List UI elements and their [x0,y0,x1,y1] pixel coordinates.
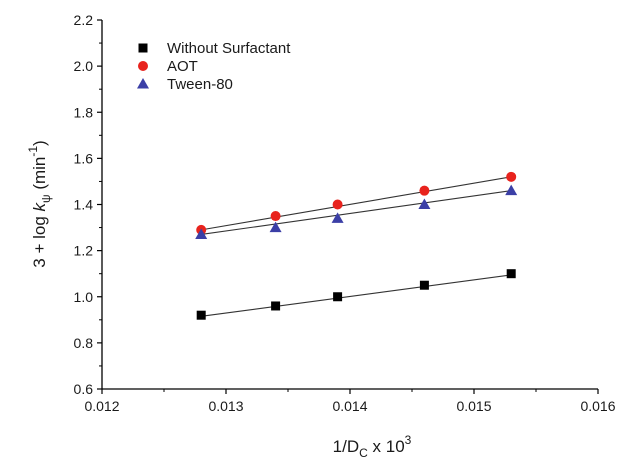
legend-marker-tween-80 [137,78,149,89]
y-tick-label: 1.4 [74,197,94,213]
point-aot [332,199,343,210]
point-without-surfactant [419,280,429,290]
x-tick-label: 0.015 [456,398,491,414]
legend-label-without-surfactant: Without Surfactant [167,40,291,57]
legend-marker-aot [138,61,148,71]
x-axis-title: 1/DC x 103 [333,433,412,459]
x-tick-label: 0.013 [208,398,243,414]
x-axis-ticks: 0.012 0.013 0.014 0.015 0.016 [84,389,616,414]
y-tick-label: 2.0 [74,58,94,74]
y-axis-title: 3 + log kψ (min-1) [26,140,53,267]
point-tween-80 [195,228,208,239]
point-tween-80 [418,198,431,209]
point-tween-80 [505,184,518,196]
point-aot [270,211,281,222]
y-tick-label: 1.6 [74,150,94,166]
legend-label-tween-80: Tween-80 [167,76,233,93]
fit-lines [201,176,512,317]
fit-line-tween-80 [201,190,512,236]
y-tick-label: 0.8 [74,335,94,351]
point-aot [419,185,430,196]
point-without-surfactant [271,301,281,311]
point-without-surfactant [506,269,516,279]
point-tween-80 [331,212,344,223]
fit-line-aot [201,176,512,231]
x-tick-label: 0.016 [580,398,615,414]
point-aot [506,171,517,182]
y-tick-label: 1.2 [74,243,94,259]
x-tick-label: 0.012 [84,398,119,414]
legend-label-aot: AOT [167,58,198,75]
point-without-surfactant [333,292,343,302]
point-tween-80 [269,221,282,233]
legend-marker-without-surfactant [138,43,148,53]
y-tick-label: 1.8 [74,104,94,120]
x-tick-label: 0.014 [332,398,367,414]
y-axis-ticks: 0.6 0.8 1.0 1.2 1.4 1.6 1.8 2.0 2.2 [74,12,102,397]
point-without-surfactant [196,310,206,320]
data-points [195,171,518,320]
y-tick-label: 1.0 [74,289,94,305]
y-tick-label: 2.2 [74,12,94,28]
y-tick-label: 0.6 [74,381,94,397]
fit-line-without-surfactant [201,274,512,317]
